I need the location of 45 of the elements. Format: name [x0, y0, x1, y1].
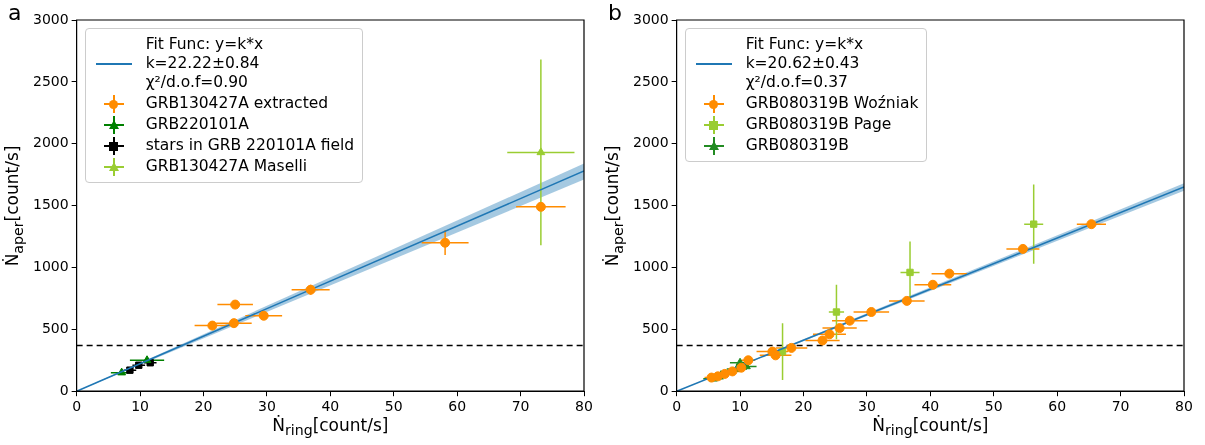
y-tick-label: 2500: [32, 72, 69, 89]
chart-title: b: [608, 0, 622, 25]
x-axis-title: Ṅ$_{ring}$[count/s]: [872, 415, 989, 439]
y-tick-label: 2000: [32, 134, 69, 151]
legend-label: Fit Func: y=k*x k=22.22±0.84 χ²/d.o.f=0.90: [145, 35, 264, 92]
y-tick-label: 1000: [632, 258, 669, 275]
y-tick-label: 0: [659, 381, 669, 398]
y-tick-label: 2500: [632, 72, 669, 89]
y-tick-label: 500: [641, 319, 669, 336]
x-tick-label: 60: [1048, 398, 1067, 415]
y-tick-label: 0: [59, 381, 69, 398]
legend-label: GRB130427A Maselli: [145, 157, 308, 176]
legend-label: GRB220101A: [145, 115, 249, 134]
x-tick-label: 10: [131, 398, 149, 415]
x-tick-label: 30: [857, 398, 876, 415]
x-axis-title: Ṅ$_{ring}$[count/s]: [272, 415, 389, 439]
x-tick-label: 50: [984, 398, 1003, 415]
y-tick-label: 3000: [632, 10, 669, 27]
y-tick-label: 1500: [632, 196, 669, 213]
chart-title: a: [8, 0, 22, 25]
y-tick-label: 1000: [32, 258, 69, 275]
x-tick-label: 10: [731, 398, 749, 415]
x-tick-label: 60: [448, 398, 467, 415]
x-tick-label: 0: [72, 398, 82, 415]
x-tick-label: 20: [194, 398, 213, 415]
x-tick-label: 30: [257, 398, 276, 415]
x-tick-label: 70: [511, 398, 530, 415]
x-tick-label: 20: [794, 398, 813, 415]
x-tick-label: 50: [384, 398, 403, 415]
y-tick-label: 1500: [32, 196, 69, 213]
x-tick-label: 40: [321, 398, 340, 415]
legend-label: Fit Func: y=k*x k=20.62±0.43 χ²/d.o.f=0.37: [745, 35, 864, 92]
legend-label: GRB130427A extracted: [145, 94, 329, 113]
x-tick-label: 80: [575, 398, 593, 415]
y-tick-label: 2000: [632, 134, 669, 151]
legend-label: GRB080319B Woźniak: [745, 94, 919, 113]
legend-label: stars in GRB 220101A field: [145, 136, 355, 155]
legend-label: GRB080319B: [745, 136, 849, 155]
y-tick-label: 500: [41, 319, 69, 336]
x-tick-label: 70: [1111, 398, 1130, 415]
x-tick-label: 40: [921, 398, 940, 415]
x-tick-label: 80: [1175, 398, 1193, 415]
x-tick-label: 0: [672, 398, 682, 415]
y-tick-label: 3000: [32, 10, 69, 27]
legend-label: GRB080319B Page: [745, 115, 892, 134]
